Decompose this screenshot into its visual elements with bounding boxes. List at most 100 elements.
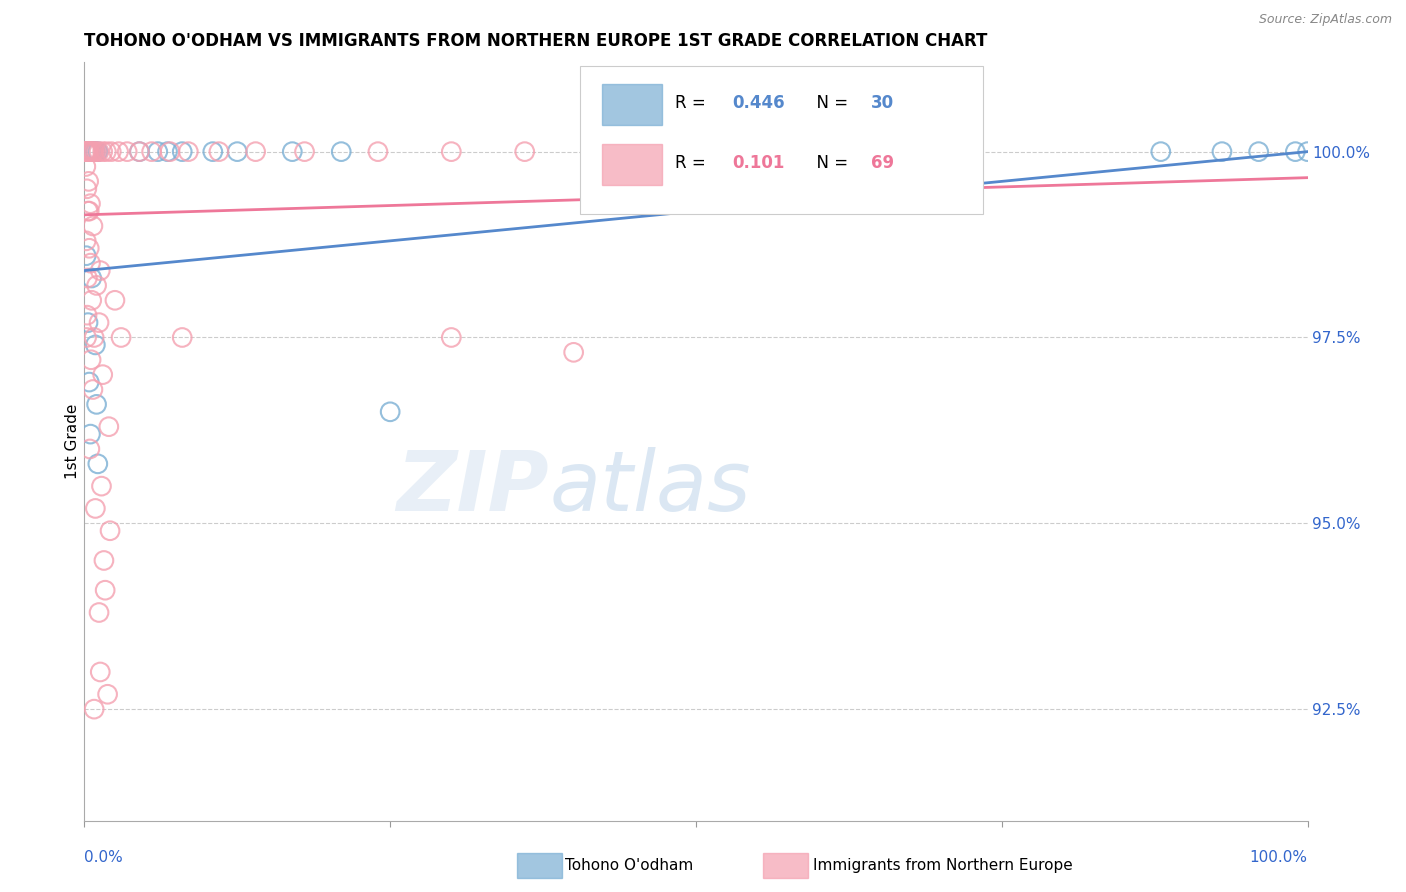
Point — [77, 375, 100, 389]
Point — [77, 145, 100, 159]
Point — [100, 145, 122, 159]
Point — [1150, 145, 1173, 159]
Point — [294, 145, 316, 159]
Point — [91, 145, 114, 159]
Point — [75, 234, 97, 248]
Point — [87, 606, 110, 620]
Y-axis label: 1st Grade: 1st Grade — [65, 404, 80, 479]
Point — [83, 702, 105, 716]
Point — [76, 145, 98, 159]
Point — [75, 160, 97, 174]
Point — [75, 249, 97, 263]
Point — [84, 501, 107, 516]
Point — [86, 145, 108, 159]
Point — [86, 397, 108, 411]
Text: 0.101: 0.101 — [733, 154, 785, 172]
Point — [77, 316, 100, 330]
Text: Immigrants from Northern Europe: Immigrants from Northern Europe — [813, 858, 1073, 872]
Point — [104, 293, 127, 308]
Point — [1247, 145, 1270, 159]
Point — [172, 145, 194, 159]
Point — [110, 330, 132, 344]
Point — [201, 145, 224, 159]
Point — [1296, 145, 1319, 159]
Point — [73, 145, 96, 159]
Point — [76, 330, 98, 344]
Point — [87, 145, 110, 159]
Point — [562, 345, 585, 359]
Point — [513, 145, 536, 159]
Point — [281, 145, 304, 159]
Point — [82, 383, 104, 397]
Point — [97, 419, 120, 434]
Point — [82, 219, 104, 233]
Point — [1211, 145, 1233, 159]
Text: R =: R = — [675, 94, 711, 112]
Text: 30: 30 — [870, 94, 894, 112]
FancyBboxPatch shape — [602, 84, 662, 125]
Text: ZIP: ZIP — [396, 447, 550, 527]
Point — [869, 145, 891, 159]
Point — [77, 204, 100, 219]
Point — [79, 196, 101, 211]
Point — [80, 145, 103, 159]
Point — [77, 145, 100, 159]
Point — [89, 665, 111, 679]
Point — [159, 145, 181, 159]
Point — [79, 442, 101, 456]
Point — [94, 583, 117, 598]
Point — [76, 308, 98, 322]
Point — [77, 241, 100, 255]
Point — [208, 145, 231, 159]
Point — [141, 145, 163, 159]
Point — [83, 330, 105, 344]
Point — [83, 145, 105, 159]
Text: 0.0%: 0.0% — [84, 850, 124, 865]
Text: atlas: atlas — [550, 447, 751, 527]
Text: R =: R = — [675, 154, 717, 172]
Point — [929, 145, 952, 159]
Point — [79, 145, 101, 159]
Point — [86, 278, 108, 293]
Point — [80, 271, 103, 285]
Point — [146, 145, 169, 159]
Text: N =: N = — [806, 94, 853, 112]
Point — [80, 293, 103, 308]
Point — [76, 271, 98, 285]
Point — [77, 174, 100, 188]
Point — [115, 145, 138, 159]
Point — [440, 330, 463, 344]
Text: TOHONO O'ODHAM VS IMMIGRANTS FROM NORTHERN EUROPE 1ST GRADE CORRELATION CHART: TOHONO O'ODHAM VS IMMIGRANTS FROM NORTHE… — [84, 32, 988, 50]
Point — [91, 368, 114, 382]
Point — [172, 330, 194, 344]
Point — [82, 145, 104, 159]
Point — [156, 145, 179, 159]
Point — [1284, 145, 1306, 159]
Text: 0.446: 0.446 — [733, 94, 786, 112]
Point — [76, 145, 98, 159]
Point — [245, 145, 267, 159]
Point — [440, 145, 463, 159]
Point — [96, 145, 118, 159]
Point — [87, 316, 110, 330]
Point — [929, 145, 952, 159]
Point — [80, 145, 103, 159]
Text: 100.0%: 100.0% — [1250, 850, 1308, 865]
Point — [226, 145, 249, 159]
Point — [79, 256, 101, 270]
Point — [75, 145, 97, 159]
Point — [87, 457, 110, 471]
Point — [80, 352, 103, 367]
Point — [75, 145, 97, 159]
Point — [87, 145, 110, 159]
Point — [128, 145, 150, 159]
Text: 69: 69 — [870, 154, 894, 172]
Text: Tohono O'odham: Tohono O'odham — [565, 858, 693, 872]
Point — [84, 338, 107, 352]
Point — [98, 524, 121, 538]
Point — [76, 182, 98, 196]
Point — [97, 687, 120, 701]
Point — [93, 553, 115, 567]
Point — [844, 145, 866, 159]
Point — [79, 427, 101, 442]
